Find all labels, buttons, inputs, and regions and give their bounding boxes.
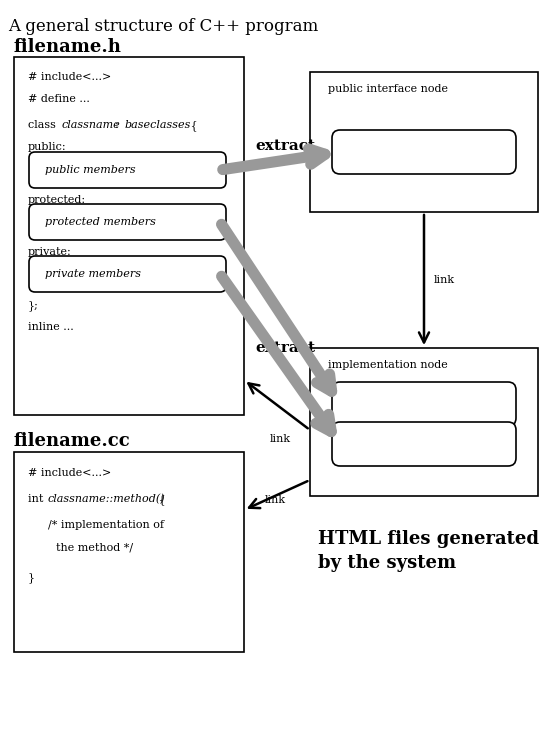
Text: protected:: protected: [28, 195, 86, 205]
Text: };: }; [28, 300, 39, 311]
Text: extract: extract [255, 341, 315, 355]
Text: # define ...: # define ... [28, 94, 90, 104]
FancyBboxPatch shape [29, 256, 226, 292]
Text: filename.cc: filename.cc [14, 432, 130, 450]
Bar [310, 348, 538, 496]
FancyBboxPatch shape [332, 382, 516, 426]
Text: link: link [270, 434, 291, 444]
Text: extract: extract [255, 139, 315, 153]
Text: public interface node: public interface node [328, 84, 448, 94]
Bar [310, 72, 538, 212]
FancyBboxPatch shape [332, 422, 516, 466]
Text: {: { [155, 494, 166, 505]
FancyBboxPatch shape [29, 204, 226, 240]
Text: HTML files generated
by the system: HTML files generated by the system [318, 530, 539, 572]
Text: classname::method(): classname::method() [48, 494, 166, 504]
Text: # include<...>: # include<...> [28, 468, 111, 478]
FancyBboxPatch shape [332, 130, 516, 174]
Text: filename.h: filename.h [14, 38, 122, 56]
Text: link: link [265, 495, 286, 505]
Text: int: int [28, 494, 47, 504]
Text: class: class [28, 120, 59, 130]
FancyBboxPatch shape [29, 152, 226, 188]
Text: private:: private: [28, 247, 72, 257]
Text: implementation node: implementation node [328, 360, 448, 370]
Text: A general structure of C++ program: A general structure of C++ program [8, 18, 318, 35]
Text: public members: public members [45, 165, 136, 175]
Text: classname: classname [62, 120, 121, 130]
Text: link: link [434, 275, 455, 285]
Text: public:: public: [28, 142, 67, 152]
Text: baseclasses: baseclasses [125, 120, 192, 130]
Text: }: } [28, 572, 35, 583]
Text: {: { [187, 120, 198, 131]
Text: :: : [115, 120, 122, 130]
Bar [14, 452, 244, 652]
Text: /* implementation of: /* implementation of [48, 520, 164, 530]
Text: inline ...: inline ... [28, 322, 74, 332]
Text: the method */: the method */ [56, 542, 133, 552]
Text: # include<...>: # include<...> [28, 72, 111, 82]
Bar [14, 57, 244, 415]
Text: private members: private members [45, 269, 141, 279]
Text: protected members: protected members [45, 217, 156, 227]
